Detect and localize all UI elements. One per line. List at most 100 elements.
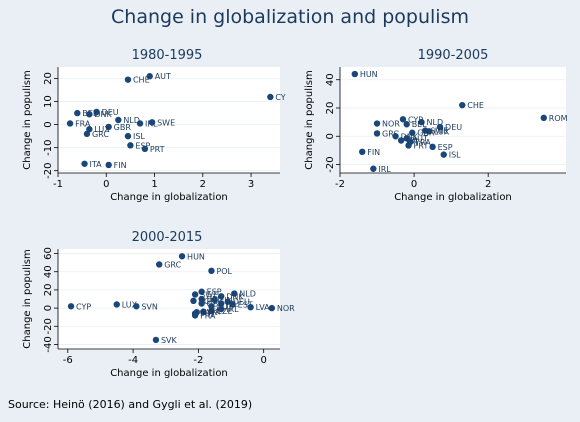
panel-2-point-hun: [351, 70, 359, 78]
panel-1-point-swe: [148, 119, 156, 126]
panel-1-x-tick-label: 3: [248, 179, 254, 190]
panel-3-point-dnk: [218, 293, 225, 300]
panel-2-point-gbr: [409, 129, 416, 136]
panel-3-point-deu: [224, 298, 231, 305]
panel-2-point-label-nld: NLD: [427, 118, 444, 127]
panel-1-point-label-prt: PRT: [150, 145, 165, 154]
panel-2-point-label-fra: FRA: [415, 138, 431, 147]
panel-1-point-label-gbr: GBR: [114, 123, 132, 132]
panel-2-point-label-rom: ROM: [549, 114, 568, 123]
panel-3-point-fra: [191, 312, 199, 319]
panel-3-point-label-hun: HUN: [187, 252, 205, 261]
panel-3-point-label-prt: PRT: [200, 310, 215, 319]
panel-3-point-label-grc: GRC: [164, 260, 181, 269]
panel-2-point-dnk: [392, 133, 399, 140]
panel-1-point-label-swe: SWE: [157, 118, 175, 127]
panel-1-point-nld: [115, 116, 122, 124]
panel-2-point-ita: [397, 137, 405, 144]
panel-2-point-label-irl: IRL: [378, 165, 391, 174]
panel-1-y-tick-label: 20: [43, 72, 54, 85]
panel-3-point-bel: [198, 295, 205, 303]
panel-1-y-tick-label: -20: [43, 163, 54, 179]
panel-3-point-swe: [191, 291, 199, 298]
panel-2-point-label-aut: AUT: [412, 134, 428, 143]
panel-3-point-lva: [247, 303, 254, 311]
panel-3-point-label-svn: SVN: [141, 302, 158, 311]
panel-1-point-gbr: [105, 123, 112, 131]
panel-3-y-tick-label: 60: [43, 247, 54, 260]
panel-3-point-label-svk: SVK: [202, 308, 219, 317]
panel-2-point-grc: [373, 130, 381, 137]
source-note: Source: Heinö (2016) and Gygli et al. (2…: [8, 398, 253, 411]
panel-2-point-label-bel: BEL: [412, 120, 428, 129]
panel-1-point-cy: [267, 93, 274, 101]
panel-3-point-esp: [198, 288, 205, 295]
panel-3-point-cze: [208, 307, 215, 315]
panel-1-title: 1980-1995: [132, 48, 203, 63]
panel-3-point-svk: [152, 336, 160, 344]
panel-1-point-label-lux: LUX: [94, 125, 110, 134]
panel-1-point-label-grc: GRC: [92, 130, 109, 139]
panel-3-y-tick-label: 40: [43, 265, 54, 278]
panel-2-x-tick-label: -2: [335, 179, 345, 190]
panel-3-point-hun: [178, 253, 186, 260]
panel-3-x-tick-label: -4: [128, 355, 138, 366]
panel-1-point-deu: [93, 108, 100, 116]
panel-2-x-tick-label: 2: [485, 179, 491, 190]
panel-1-x-tick-label: 2: [200, 179, 206, 190]
panel-3-point-label-esp: ESP: [207, 288, 222, 297]
panel-1-point-label-fra: FRA: [75, 119, 91, 128]
panel-3-point-label-deu: DEU: [233, 298, 250, 307]
panel-3-point-isl: [218, 300, 225, 307]
panel-2-plot-area: [340, 67, 566, 173]
panel-1-point-prt: [141, 145, 149, 153]
panel-3-x-tick-label: 0: [260, 355, 266, 366]
panel-2-point-cyp: [399, 116, 407, 123]
panel-3-point-ita: [200, 308, 207, 315]
panel-2-point-che: [459, 101, 466, 109]
panel-1-point-irl: [136, 120, 144, 127]
panel-3-y-tick-label: 0: [43, 305, 54, 311]
panel-3-point-label-lux: LUX: [122, 300, 138, 309]
panel-2-title: 1990-2005: [418, 48, 489, 63]
panel-3-point-label-est: EST: [238, 300, 253, 309]
panel-2-y-axis-title: Change in populism: [304, 70, 315, 169]
panel-3-point-gbr: [198, 300, 205, 307]
panel-2-y-tick-label: 0: [325, 133, 336, 139]
panel-3-y-axis-title: Change in populism: [22, 249, 33, 348]
panel-2-point-label-cyp: CYP: [408, 115, 423, 124]
panel-1-point-bel: [74, 109, 81, 117]
panel-3-point-label-lva: LVA: [256, 303, 271, 312]
panel-3-point-aut: [208, 303, 215, 310]
panel-3-point-label-dnk: DNK: [226, 292, 244, 301]
panel-3-point-label-irl: IRL: [226, 305, 239, 314]
panel-1-point-label-cy: CY: [275, 93, 285, 102]
panel-3-point-lux: [113, 301, 120, 308]
panel-2-y-tick-label: 20: [325, 102, 336, 115]
panel-1-point-label-fin: FIN: [114, 161, 127, 170]
panel-2-point-lux: [425, 128, 433, 135]
panel-2-y-tick-label: 40: [325, 73, 336, 86]
panel-2-point-label-fin: FIN: [367, 148, 380, 157]
panel-3-point-label-pol: POL: [216, 267, 232, 276]
panel-2-point-irl: [370, 165, 377, 172]
panel-3-point-label-swe: SWE: [200, 290, 218, 299]
panel-3-y-tick-label: -20: [43, 318, 54, 334]
panel-2-point-isl: [440, 151, 447, 158]
panel-1-point-ita: [81, 160, 88, 167]
panel-2-point-label-nor: NOR: [382, 120, 400, 129]
panel-1-x-axis-title: Change in globalization: [110, 192, 228, 203]
panel-1-x-tick-label: -1: [53, 179, 63, 190]
panel-2-point-deu: [436, 123, 444, 131]
main-title: Change in globalization and populism: [111, 6, 469, 28]
panel-2-point-prt: [405, 142, 412, 149]
panel-3-point-label-svk: SVK: [161, 336, 178, 345]
panel-3-point-svn: [133, 303, 140, 310]
panel-2-point-label-lux: LUX: [434, 127, 450, 136]
panel-3-point-label-ita: ITA: [208, 308, 221, 317]
panel-1-point-dnk: [86, 111, 93, 118]
panel-1-point-fra: [66, 120, 74, 127]
panel-1-point-label-esp: ESP: [135, 141, 150, 150]
panel-3-point-est: [229, 301, 236, 308]
panel-2-point-esp: [429, 143, 436, 151]
